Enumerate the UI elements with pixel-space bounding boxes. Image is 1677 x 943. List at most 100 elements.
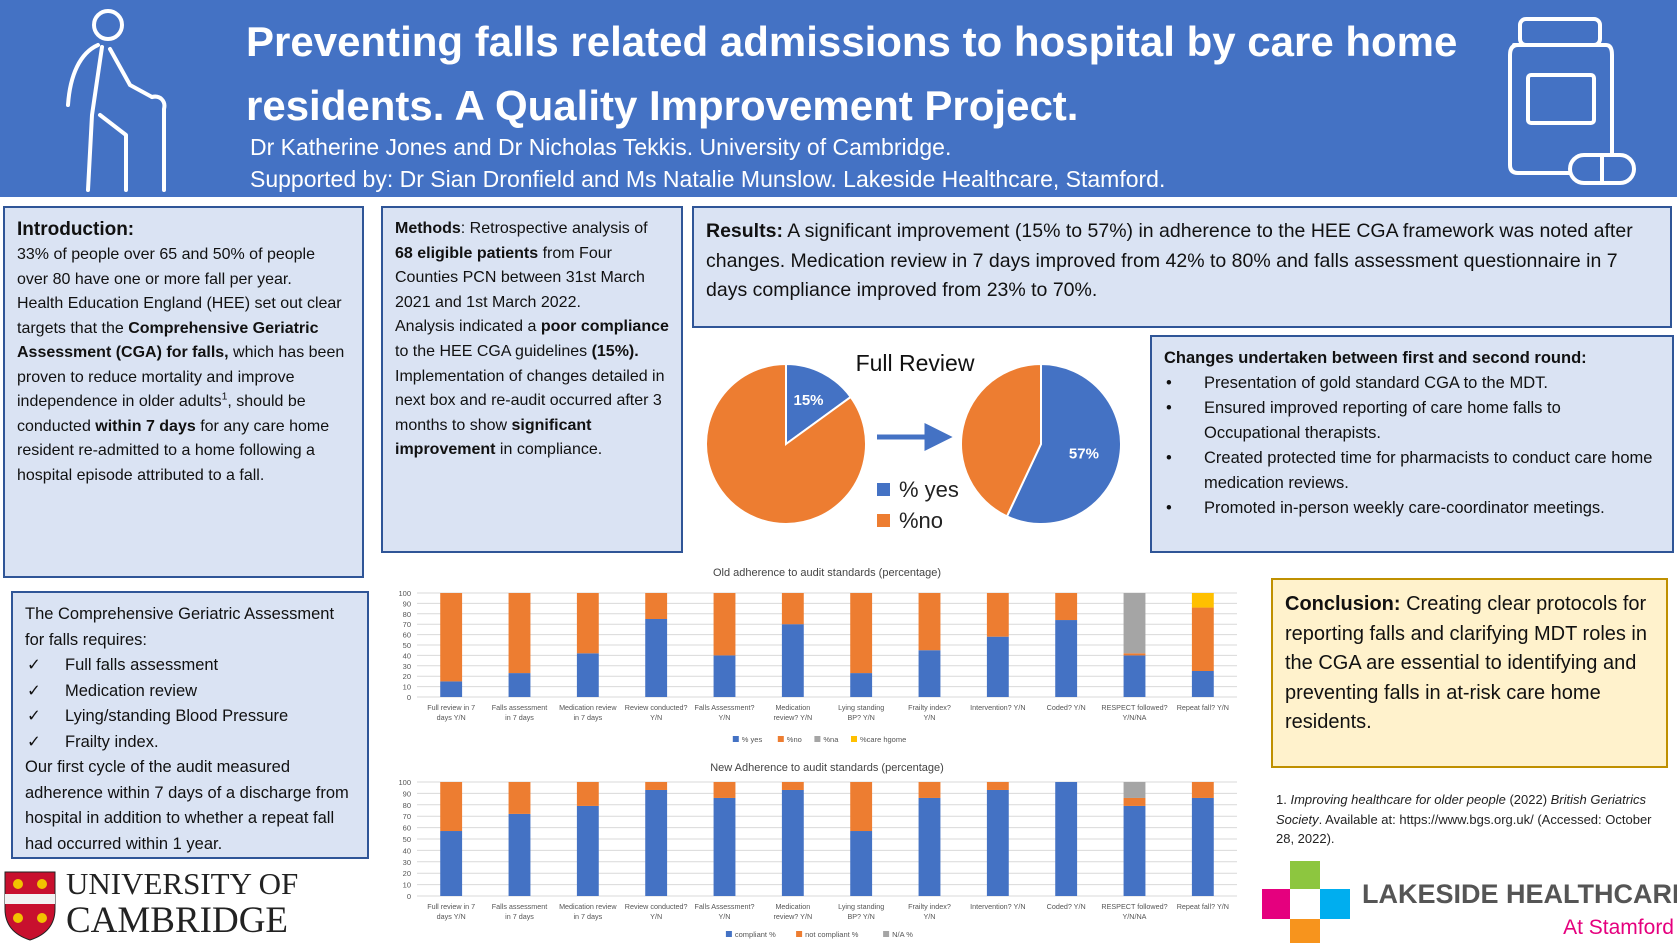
text-run: Analysis indicated a bbox=[395, 318, 541, 336]
text-run: to the HEE CGA guidelines bbox=[395, 342, 592, 360]
bar-segment bbox=[918, 650, 941, 697]
bar-segment bbox=[440, 831, 463, 896]
bar-segment bbox=[576, 593, 599, 654]
logo-text: LAKESIDE HEALTHCARE bbox=[1362, 879, 1677, 909]
text-run: in compliance. bbox=[495, 441, 603, 459]
x-tick-label: Medication review? Y/N bbox=[774, 902, 813, 921]
bar-segment bbox=[1123, 805, 1146, 896]
x-tick-label: Intervention? Y/N bbox=[970, 703, 1025, 712]
legend-label: % yes bbox=[899, 477, 959, 502]
legend-label: %care hgome bbox=[860, 735, 906, 744]
cga-box: The Comprehensive Geriatric Assessment f… bbox=[11, 591, 369, 859]
text-run: Methods bbox=[395, 220, 461, 237]
y-tick-label: 30 bbox=[403, 662, 411, 671]
data-label: 15% bbox=[794, 392, 824, 409]
x-tick-label: Lying standing BP? Y/N bbox=[838, 703, 884, 722]
y-tick-label: 0 bbox=[407, 892, 411, 901]
poster-title: Preventing falls related admissions to h… bbox=[246, 18, 1458, 129]
bar-segment bbox=[850, 673, 873, 697]
x-tick-label: RESPECT followed? Y/N/NA bbox=[1101, 703, 1167, 722]
pie-slice bbox=[785, 362, 853, 446]
text-run: Creating clear protocols for reporting f… bbox=[1285, 593, 1648, 733]
bar-segment bbox=[781, 593, 804, 625]
bar-segment bbox=[645, 619, 668, 697]
x-tick-label: Review conducted? Y/N bbox=[625, 703, 688, 722]
text-run: 68 eligible patients bbox=[395, 244, 539, 262]
bar-segment bbox=[986, 782, 1009, 790]
x-tick-label: Falls assessment in 7 days bbox=[492, 902, 548, 921]
legend-label: compliant % bbox=[735, 930, 776, 939]
text-run: which has been proven to reduce mortalit… bbox=[17, 344, 345, 410]
list-item: Ensured improved reporting of care home … bbox=[1164, 396, 1660, 446]
list-item: Medication review bbox=[25, 679, 355, 705]
support-line: Supported by: Dr Sian Dronfield and Ms N… bbox=[250, 166, 1166, 192]
x-tick-label: Repeat fall? Y/N bbox=[1177, 703, 1229, 712]
text-run: within 7 days bbox=[95, 417, 196, 435]
lakeside-logo: LAKESIDE HEALTHCARE At Stamford bbox=[1262, 861, 1677, 943]
bar-segment bbox=[1191, 607, 1214, 671]
chart-title: Old adherence to audit standards (percen… bbox=[713, 567, 941, 579]
legend-swatch bbox=[725, 931, 732, 937]
text-run: Implementation of changes detailed in ne… bbox=[395, 367, 665, 434]
list-item: Full falls assessment bbox=[25, 653, 355, 679]
text-run: 1. bbox=[1276, 792, 1291, 807]
bar-segment bbox=[713, 782, 736, 798]
bar-segment bbox=[1123, 782, 1146, 798]
legend-label: %na bbox=[823, 735, 839, 744]
y-tick-label: 10 bbox=[403, 881, 411, 890]
legend-swatch bbox=[877, 514, 890, 527]
x-tick-label: Lying standing BP? Y/N bbox=[838, 902, 884, 921]
bar-segment bbox=[1123, 593, 1146, 654]
bar-chart: Old adherence to audit standards (percen… bbox=[398, 567, 1237, 744]
y-tick-label: 50 bbox=[403, 835, 411, 844]
text-run: A significant improvement (15% to 57%) i… bbox=[706, 220, 1633, 301]
bar-segment bbox=[918, 797, 941, 896]
x-tick-label: Falls assessment in 7 days bbox=[492, 703, 548, 722]
y-tick-label: 40 bbox=[403, 651, 411, 660]
bar-segment bbox=[986, 789, 1009, 896]
pie-slice bbox=[1005, 362, 1122, 525]
y-tick-label: 60 bbox=[403, 631, 411, 640]
bar-segment bbox=[986, 636, 1009, 697]
legend-label: N/A % bbox=[892, 930, 913, 939]
legend-label: %no bbox=[787, 735, 802, 744]
bar-segment bbox=[1055, 620, 1078, 697]
legend-swatch bbox=[851, 736, 857, 742]
y-tick-label: 10 bbox=[403, 683, 411, 692]
bar-segment bbox=[1191, 797, 1214, 896]
person-icon bbox=[66, 9, 167, 192]
text-run: (2022) bbox=[1505, 792, 1551, 807]
bar-segment bbox=[713, 655, 736, 697]
x-tick-label: Repeat fall? Y/N bbox=[1177, 902, 1229, 911]
text-run: significant improvement bbox=[395, 416, 592, 459]
y-tick-label: 100 bbox=[398, 778, 411, 787]
y-tick-label: 50 bbox=[403, 641, 411, 650]
bar-segment bbox=[850, 782, 873, 832]
list-item: Lying/standing Blood Pressure bbox=[25, 704, 355, 730]
x-tick-label: Medication review in 7 days bbox=[559, 703, 617, 722]
bar-segment bbox=[918, 782, 941, 798]
text-run: 33% of people over 65 and 50% of people … bbox=[17, 246, 316, 288]
bar-segment bbox=[1055, 782, 1078, 896]
text-run: Improving healthcare for older people bbox=[1290, 792, 1506, 807]
results-box: Results: A significant improvement (15% … bbox=[692, 206, 1672, 328]
list-item: Promoted in-person weekly care-coordinat… bbox=[1164, 496, 1660, 521]
bar-segment bbox=[781, 789, 804, 896]
conclusion-box: Conclusion: Creating clear protocols for… bbox=[1271, 578, 1668, 768]
pie-slice bbox=[960, 362, 1042, 518]
text-run: (15%). bbox=[591, 342, 639, 360]
y-tick-label: 70 bbox=[403, 620, 411, 629]
chart-title: Full Review bbox=[856, 350, 975, 376]
body: Conclusion: Creating clear protocols for… bbox=[1285, 590, 1654, 738]
heading: Introduction: bbox=[17, 219, 135, 240]
bar-segment bbox=[1191, 593, 1214, 608]
pie-slice bbox=[705, 362, 867, 525]
y-tick-label: 20 bbox=[403, 672, 411, 681]
text-run: poor compliance bbox=[540, 318, 669, 336]
bar-segment bbox=[850, 593, 873, 674]
x-tick-label: Full review in 7 days Y/N bbox=[427, 902, 475, 921]
bar-segment bbox=[1191, 671, 1214, 697]
introduction-box: Introduction: 33% of people over 65 and … bbox=[3, 206, 364, 578]
paragraph: 1. Improving healthcare for older people… bbox=[1276, 790, 1656, 849]
y-tick-label: 90 bbox=[403, 599, 411, 608]
